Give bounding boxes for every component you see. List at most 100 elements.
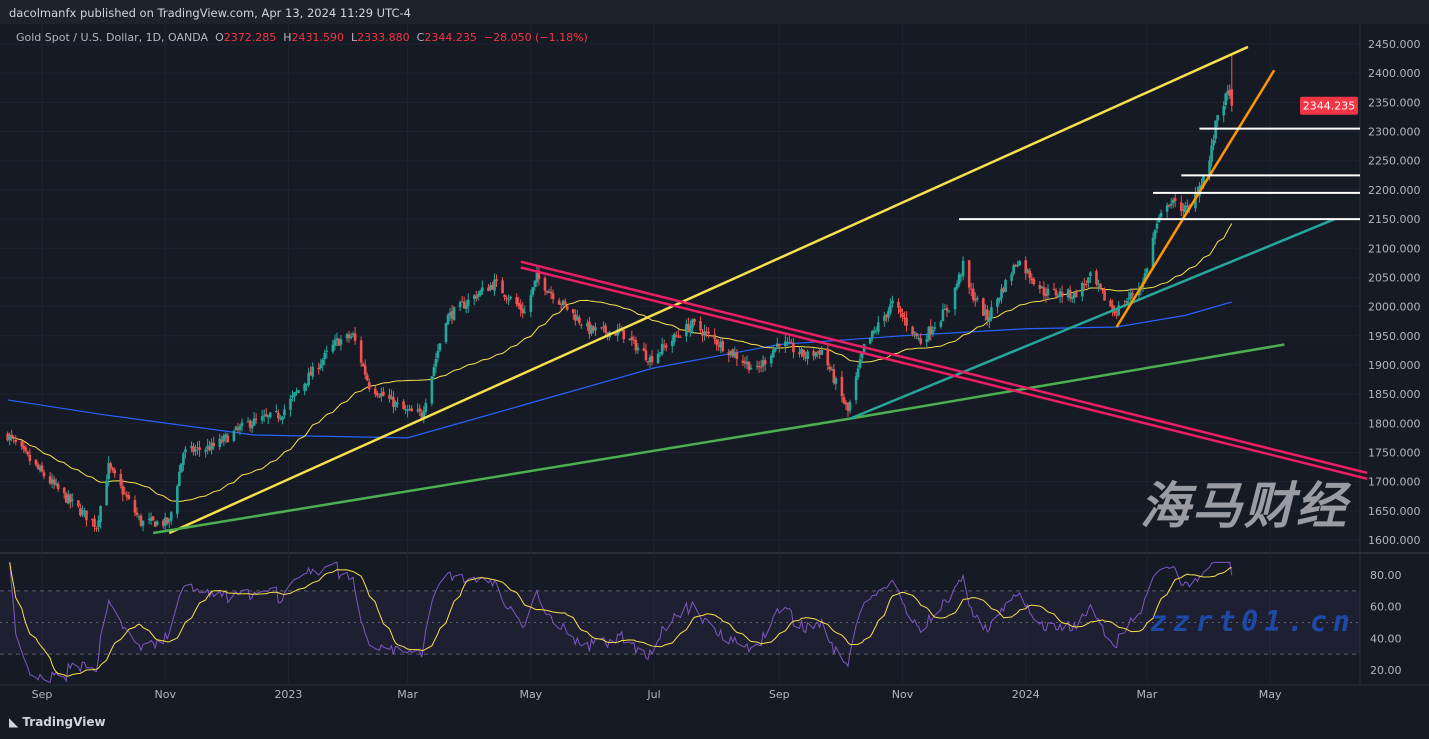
candle-body	[761, 360, 765, 367]
candle-body	[275, 411, 278, 413]
y-tick-label: 1650.000	[1368, 505, 1421, 518]
candle-body	[422, 411, 426, 418]
candle-body	[254, 418, 258, 420]
low-label: L	[351, 31, 358, 44]
candle-body	[792, 343, 795, 353]
candle-body	[226, 435, 230, 443]
candle-body	[396, 402, 399, 404]
candle-body	[927, 327, 931, 340]
y-tick-label: 2000.000	[1368, 301, 1421, 314]
x-tick-label: May	[519, 688, 542, 701]
candle-body	[99, 505, 102, 523]
candle-body	[727, 352, 731, 356]
publish-info: dacolmanfx published on TradingView.com,…	[9, 6, 411, 20]
candle-body	[763, 360, 767, 365]
candle-body	[161, 520, 165, 526]
y-tick-label: 1850.000	[1368, 388, 1421, 401]
candle-body	[549, 291, 553, 294]
candle-body	[1216, 115, 1219, 121]
trendline	[168, 45, 1249, 535]
candle-body	[345, 334, 349, 339]
candle-body	[1030, 278, 1034, 281]
candle-body	[959, 275, 963, 277]
candle-body	[818, 350, 821, 355]
candle-body	[929, 326, 933, 334]
candle-body	[436, 350, 440, 358]
candle-body	[804, 357, 807, 359]
candle-body	[1101, 289, 1104, 291]
candle-body	[22, 445, 26, 449]
candle-body	[26, 451, 30, 455]
candle-body	[703, 331, 706, 335]
candle-body	[432, 367, 436, 376]
candle-body	[868, 337, 872, 344]
candle-body	[883, 316, 886, 321]
candle-body	[1099, 283, 1102, 289]
price-chart[interactable]: 2450.000 2400.000 2350.000 2300.000 2250.000…	[0, 24, 1429, 739]
candle-body	[860, 352, 864, 359]
candle-body	[1000, 289, 1003, 299]
candle-body	[184, 449, 187, 453]
candle-body	[1024, 260, 1028, 274]
candle-body	[479, 290, 482, 296]
candle-body	[394, 401, 397, 407]
candle-body	[677, 335, 680, 337]
candle-body	[212, 442, 215, 447]
x-tick-label: Nov	[892, 688, 914, 701]
candle-body	[107, 463, 110, 480]
candle-body	[125, 494, 129, 497]
candle-body	[816, 351, 819, 353]
candle-body	[798, 352, 801, 355]
candle-body	[93, 518, 96, 527]
candle-body	[891, 300, 894, 304]
candle-body	[775, 343, 779, 347]
candle-body	[802, 349, 805, 357]
sma-200-line	[7, 301, 1232, 439]
candle-body	[961, 260, 965, 277]
x-tick-label: 2024	[1012, 688, 1040, 701]
candle-body	[365, 375, 369, 381]
candle-body	[347, 334, 351, 338]
candle-body	[351, 333, 355, 336]
candle-body	[305, 383, 308, 386]
candle-body	[915, 333, 918, 337]
candle-body	[210, 442, 213, 450]
y-tick-label: 1600.000	[1368, 534, 1421, 547]
candle-body	[537, 271, 541, 280]
candle-body	[658, 352, 662, 354]
candle-body	[957, 274, 961, 285]
x-tick-label: Jul	[646, 688, 660, 701]
candle-body	[814, 352, 817, 357]
candle-body	[303, 383, 306, 391]
candle-body	[359, 340, 363, 363]
candle-body	[674, 335, 678, 337]
y-tick-label: 2300.000	[1368, 126, 1421, 139]
rsi-tick-label: 80.00	[1370, 569, 1402, 582]
high-label: H	[283, 31, 292, 44]
y-tick-label: 1750.000	[1368, 446, 1421, 459]
candle-body	[319, 364, 323, 369]
candle-body	[250, 424, 254, 429]
candle-body	[699, 321, 702, 331]
candle-body	[975, 297, 979, 300]
candle-body	[729, 350, 733, 355]
candle-body	[1018, 261, 1021, 266]
candle-body	[735, 352, 739, 360]
candle-body	[996, 299, 999, 307]
candle-body	[339, 339, 343, 345]
candle-body	[266, 415, 270, 418]
candle-body	[167, 519, 171, 522]
candle-body	[687, 323, 690, 332]
candle-body	[1171, 199, 1175, 204]
tradingview-logo[interactable]: ◣ TradingView	[9, 715, 106, 729]
candle-body	[192, 446, 195, 453]
candle-body	[10, 434, 13, 437]
candle-body	[477, 294, 480, 297]
candle-body	[580, 324, 583, 326]
symbol-name[interactable]: Gold Spot / U.S. Dollar, 1D, OANDA	[16, 31, 209, 44]
candle-body	[630, 336, 634, 341]
candle-body	[462, 301, 466, 309]
candle-body	[707, 331, 710, 334]
candle-body	[410, 408, 413, 412]
candle-body	[636, 347, 640, 351]
